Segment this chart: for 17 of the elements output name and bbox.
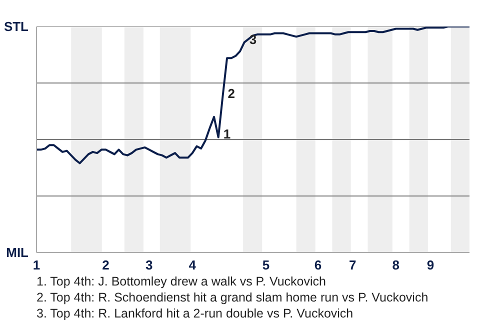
text: 3. Top 4th: R. Lankford hit a 2-run double vs P. Vuckovich — [36, 306, 354, 320]
text: 2. Top 4th: R. Schoendienst hit a grand slam home run vs P. Vuckovich — [36, 290, 428, 304]
annotation: 1 — [223, 126, 231, 142]
x-tick-label: 8 — [392, 258, 400, 272]
x-tick-label: 5 — [262, 258, 270, 272]
x-tick-label: 6 — [314, 258, 322, 272]
text: MIL — [6, 245, 29, 260]
x-tick-label: 7 — [348, 258, 356, 272]
x-tick-label: 4 — [188, 258, 197, 272]
annotation: 2 — [228, 86, 235, 102]
x-tick-label: 1 — [32, 258, 40, 272]
text: 1. Top 4th: J. Bottomley drew a walk vs P. Vuckovich — [36, 274, 326, 288]
x-tick-label: 3 — [145, 258, 153, 272]
x-tick-label: 2 — [102, 258, 110, 272]
x-tick-label: 9 — [426, 258, 434, 272]
text: STL — [4, 19, 29, 34]
annotation: 3 — [249, 32, 257, 47]
